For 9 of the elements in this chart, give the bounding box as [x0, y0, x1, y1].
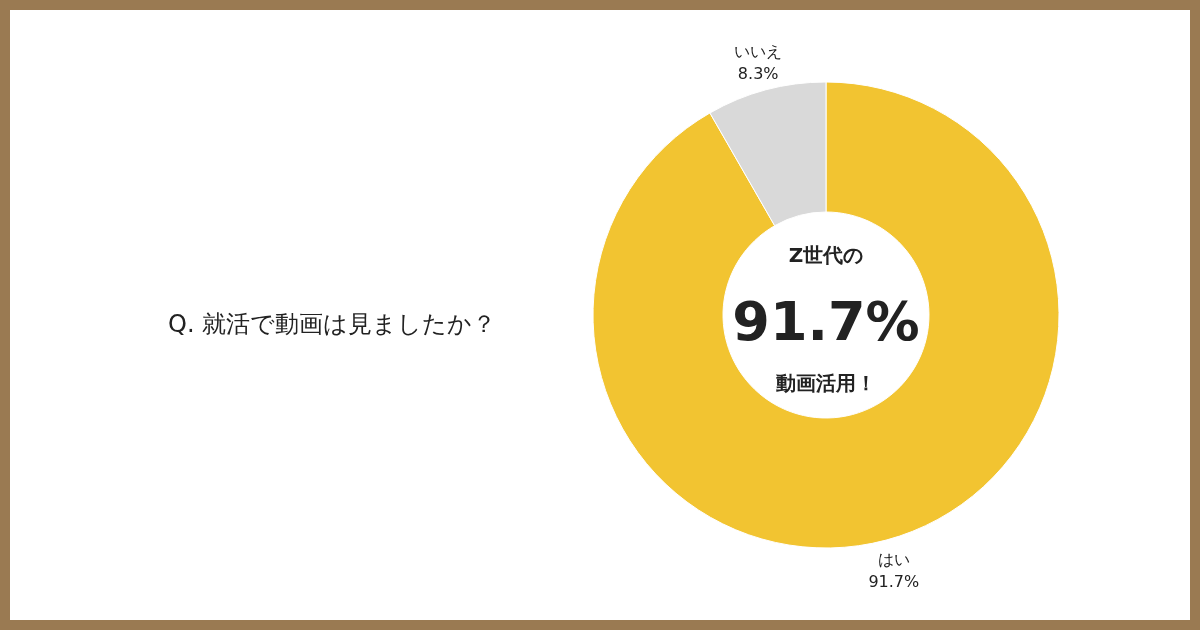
text: 91.7% — [732, 290, 920, 353]
donut-slice — [592, 81, 1060, 549]
text: Q. 就活で動画は見ましたか？ — [168, 310, 497, 338]
text: Z世代の — [788, 243, 864, 267]
slice-label: いいえ — [734, 41, 783, 61]
slice-label: はい — [877, 550, 910, 570]
data-label: 91.7% — [868, 572, 920, 592]
text: 動画活用！ — [775, 371, 876, 395]
data-label: 8.3% — [737, 63, 779, 83]
